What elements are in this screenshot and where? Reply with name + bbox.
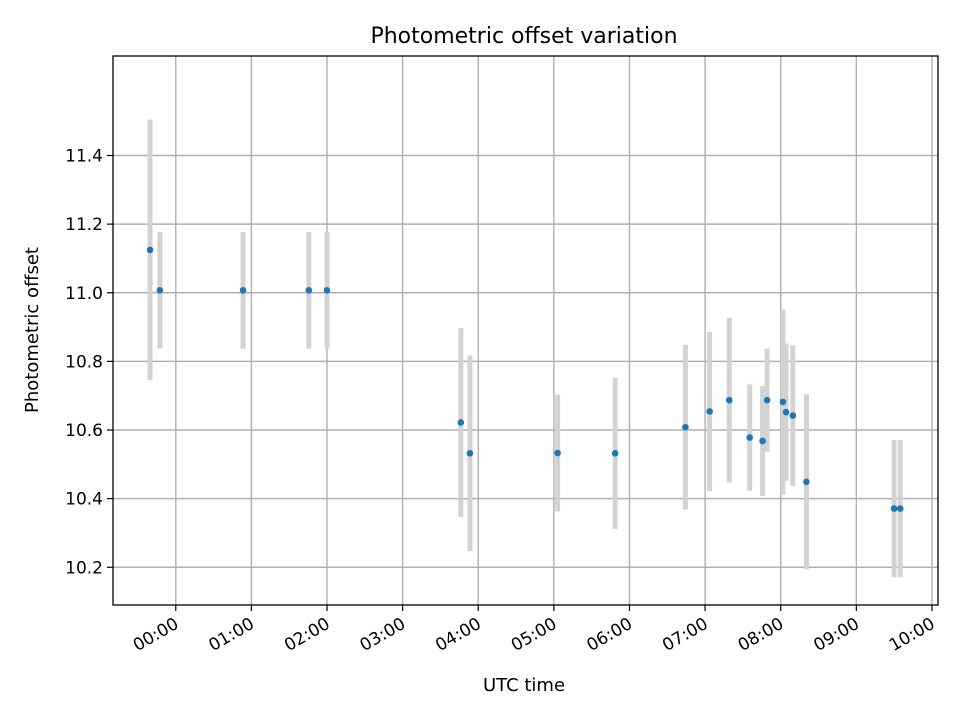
y-tick-label: 10.2 <box>65 558 103 578</box>
y-tick-label: 10.6 <box>65 421 103 441</box>
data-point <box>763 396 771 404</box>
data-point <box>896 505 904 512</box>
data-point <box>466 450 474 457</box>
data-point <box>554 449 561 457</box>
grid <box>113 56 938 605</box>
x-tick-label: 02:00 <box>281 614 333 656</box>
x-tick-label: 09:00 <box>810 614 862 656</box>
error-bars <box>147 119 903 578</box>
x-tick-label: 01:00 <box>205 614 257 656</box>
data-point <box>789 412 797 419</box>
x-tick-label: 10:00 <box>886 614 938 656</box>
x-tick-label: 00:00 <box>130 614 182 656</box>
x-axis-label: UTC time <box>483 675 565 696</box>
x-tick-label: 05:00 <box>508 614 560 656</box>
x-tick-label: 03:00 <box>357 614 409 656</box>
y-axis-ticks: 10.2 10.4 10.6 10.8 11.0 11.2 11.4 <box>65 147 113 578</box>
data-point <box>803 478 810 486</box>
data-points <box>146 246 904 512</box>
chart-title: Photometric offset variation <box>370 24 677 49</box>
data-point <box>682 423 689 431</box>
y-tick-label: 10.4 <box>65 490 103 510</box>
data-point <box>611 450 619 457</box>
data-point <box>725 396 733 404</box>
data-point <box>779 398 787 406</box>
data-point <box>156 287 164 294</box>
x-tick-label: 07:00 <box>659 614 711 656</box>
data-point <box>305 287 313 294</box>
y-axis-label: Photometric offset <box>22 247 43 413</box>
data-point <box>759 437 766 445</box>
data-point <box>890 505 898 512</box>
data-point <box>706 408 713 415</box>
data-point <box>323 287 331 294</box>
y-tick-label: 11.4 <box>65 147 103 167</box>
data-point <box>239 287 247 294</box>
y-tick-label: 10.8 <box>65 352 103 372</box>
data-point <box>782 408 790 416</box>
x-tick-label: 04:00 <box>432 614 484 656</box>
x-tick-label: 08:00 <box>735 614 787 656</box>
y-tick-label: 11.2 <box>65 215 103 235</box>
x-axis-ticks: 00:00 01:00 02:00 03:00 04:00 05:00 06:00 07:00… <box>130 605 938 656</box>
data-point <box>146 246 154 254</box>
y-tick-label: 11.0 <box>65 284 103 304</box>
x-tick-label: 06:00 <box>584 614 636 656</box>
data-point <box>746 434 754 441</box>
plot-frame <box>112 55 939 606</box>
data-point <box>457 419 465 426</box>
